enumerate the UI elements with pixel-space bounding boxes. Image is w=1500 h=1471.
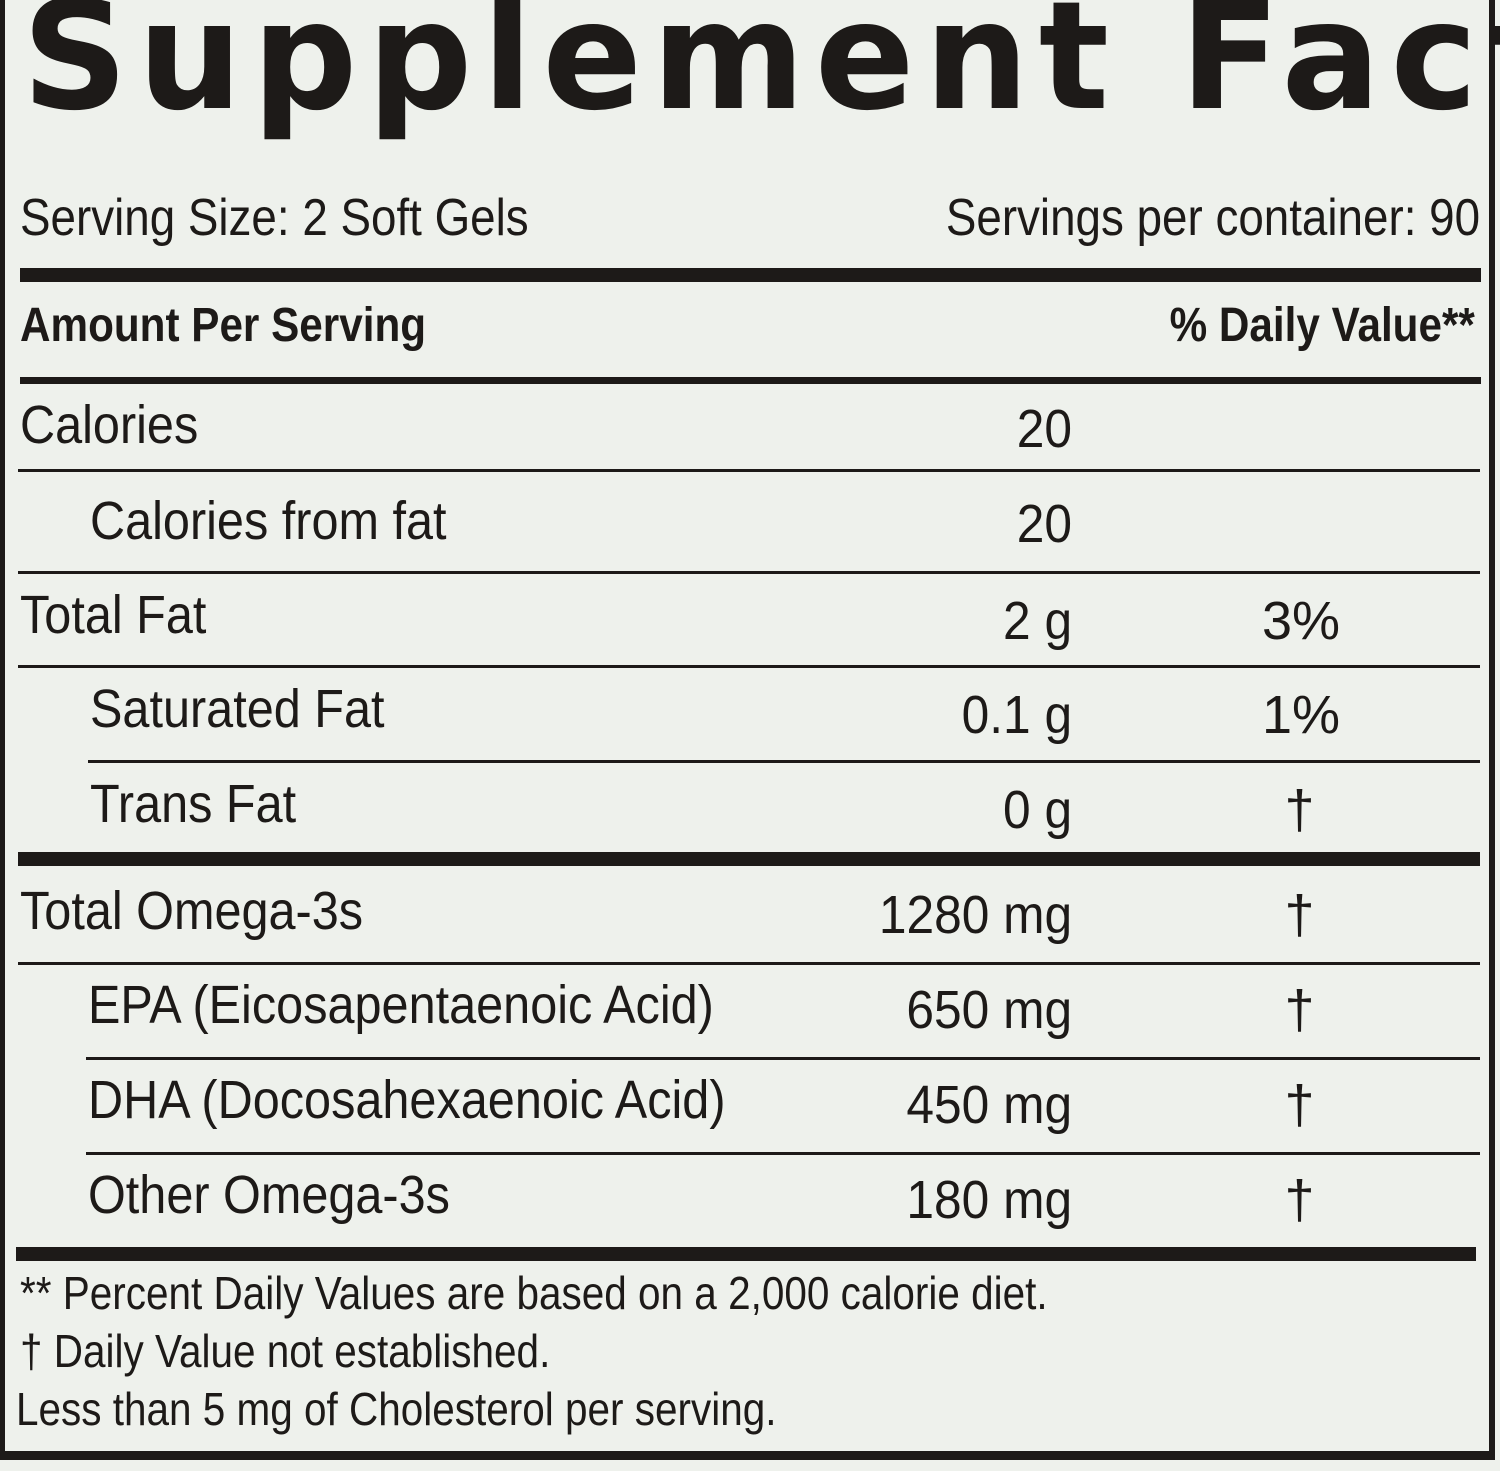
nutrient-name: Other Omega-3s: [88, 1165, 450, 1225]
footnote-dagger: † Daily Value not established.: [20, 1325, 551, 1377]
nutrient-amount: 0 g: [1002, 780, 1072, 840]
divider-thick: [16, 1247, 1476, 1261]
nutrient-amount: 20: [1016, 494, 1072, 554]
nutrient-name: Saturated Fat: [90, 679, 385, 739]
daily-value-header: % Daily Value**: [1169, 299, 1475, 352]
nutrient-amount: 450 mg: [906, 1075, 1072, 1135]
nutrient-name: EPA (Eicosapentaenoic Acid): [88, 975, 714, 1035]
nutrient-daily-value: 1%: [1262, 685, 1341, 745]
divider-thin: [18, 469, 1480, 472]
footnote-daily-values: ** Percent Daily Values are based on a 2…: [20, 1267, 1048, 1319]
divider-thick: [18, 852, 1480, 866]
divider-thin: [18, 665, 1480, 668]
nutrient-amount: 650 mg: [906, 980, 1072, 1040]
nutrient-name: Calories from fat: [90, 491, 447, 551]
divider-thin: [86, 1057, 1480, 1060]
amount-per-serving-header: Amount Per Serving: [20, 299, 427, 352]
divider-thin: [18, 571, 1480, 574]
nutrient-amount: 180 mg: [906, 1170, 1072, 1230]
nutrient-name: Calories: [20, 395, 199, 455]
divider-thin: [88, 760, 1480, 763]
panel-border-left: [0, 0, 5, 1460]
divider-thin: [18, 962, 1480, 965]
divider-thick: [20, 268, 1481, 282]
nutrient-daily-value: †: [1284, 885, 1315, 945]
footnote-cholesterol: Less than 5 mg of Cholesterol per servin…: [16, 1383, 777, 1435]
divider-thin: [86, 1152, 1480, 1155]
panel-title: Supplement Facts: [22, 0, 1500, 144]
nutrient-amount: 0.1 g: [961, 685, 1072, 745]
nutrient-name: Total Fat: [20, 585, 207, 645]
panel-border-right: [1489, 0, 1495, 1460]
serving-size: Serving Size: 2 Soft Gels: [20, 189, 529, 247]
nutrient-amount: 20: [1016, 399, 1072, 459]
nutrient-daily-value: †: [1284, 780, 1315, 840]
nutrient-name: DHA (Docosahexaenoic Acid): [88, 1070, 726, 1130]
nutrient-amount: 1280 mg: [878, 885, 1072, 945]
nutrient-daily-value: †: [1284, 980, 1315, 1040]
nutrient-name: Trans Fat: [90, 774, 297, 834]
nutrient-daily-value: †: [1284, 1170, 1315, 1230]
nutrient-daily-value: 3%: [1262, 591, 1341, 651]
nutrient-amount: 2 g: [1002, 591, 1072, 651]
nutrient-daily-value: †: [1284, 1075, 1315, 1135]
panel-border-bottom: [0, 1451, 1495, 1460]
divider-medium: [20, 377, 1481, 384]
nutrient-name: Total Omega-3s: [20, 881, 364, 941]
servings-per-container: Servings per container: 90: [945, 189, 1480, 247]
